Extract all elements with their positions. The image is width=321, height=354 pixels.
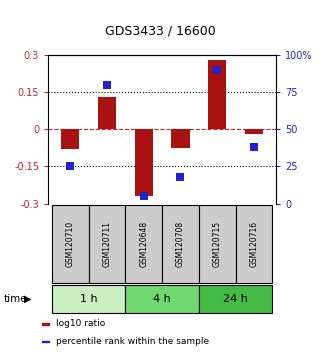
Text: 4 h: 4 h bbox=[153, 294, 171, 304]
Text: 24 h: 24 h bbox=[223, 294, 248, 304]
Point bbox=[68, 164, 73, 169]
Bar bbox=[208, 60, 226, 129]
Text: ▶: ▶ bbox=[24, 294, 32, 304]
Text: GSM120711: GSM120711 bbox=[102, 221, 111, 267]
Text: GSM120710: GSM120710 bbox=[66, 221, 75, 267]
Bar bbox=[162, 205, 199, 283]
Bar bbox=[199, 285, 273, 313]
Text: 1 h: 1 h bbox=[80, 294, 97, 304]
Point bbox=[104, 82, 109, 87]
Text: GSM120715: GSM120715 bbox=[213, 221, 222, 267]
Bar bbox=[52, 205, 89, 283]
Bar bbox=[52, 285, 125, 313]
Text: GSM120648: GSM120648 bbox=[139, 221, 148, 267]
Text: GSM120708: GSM120708 bbox=[176, 221, 185, 267]
Bar bbox=[236, 205, 273, 283]
Text: GDS3433 / 16600: GDS3433 / 16600 bbox=[105, 24, 216, 37]
Point bbox=[141, 193, 146, 199]
Bar bbox=[61, 129, 79, 149]
Bar bbox=[89, 205, 125, 283]
Text: percentile rank within the sample: percentile rank within the sample bbox=[56, 337, 209, 346]
Bar bbox=[125, 205, 162, 283]
Bar bbox=[125, 285, 199, 313]
Text: log10 ratio: log10 ratio bbox=[56, 319, 105, 329]
Bar bbox=[42, 323, 49, 325]
Bar bbox=[98, 97, 116, 129]
Bar bbox=[134, 129, 153, 196]
Point bbox=[178, 174, 183, 179]
Bar bbox=[245, 129, 263, 134]
Text: GSM120716: GSM120716 bbox=[249, 221, 258, 267]
Point bbox=[215, 67, 220, 73]
Bar bbox=[171, 129, 190, 148]
Point bbox=[251, 144, 256, 150]
Bar bbox=[199, 205, 236, 283]
Bar bbox=[42, 341, 49, 342]
Text: time: time bbox=[3, 294, 27, 304]
